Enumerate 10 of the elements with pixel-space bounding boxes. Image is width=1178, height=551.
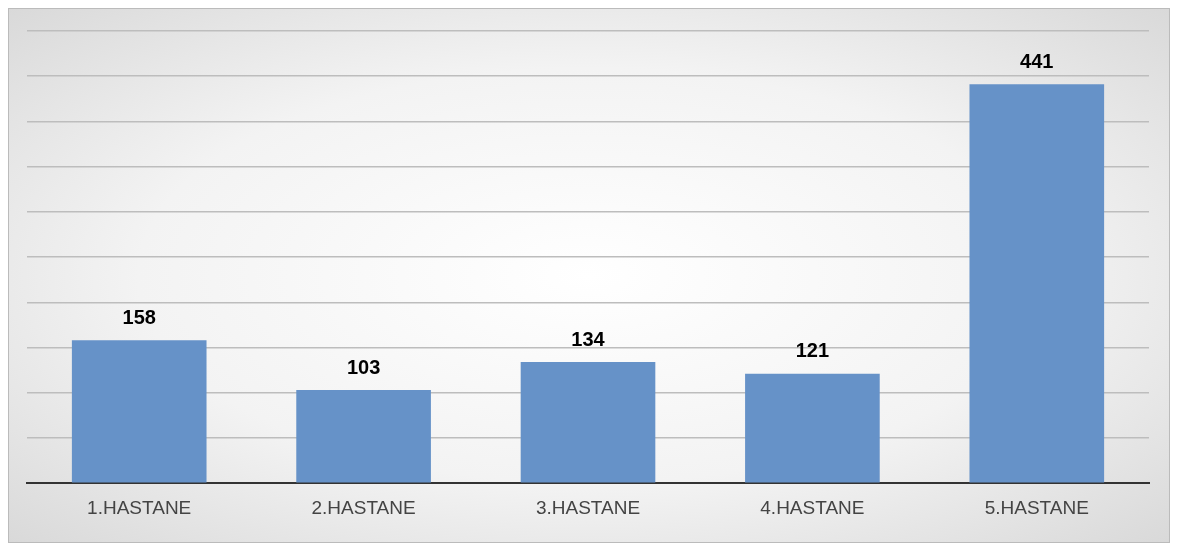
x-tick-label: 4.HASTANE	[760, 496, 865, 518]
data-label: 134	[571, 327, 606, 350]
x-tick-label: 1.HASTANE	[87, 496, 192, 518]
x-tick-label: 5.HASTANE	[984, 496, 1089, 518]
data-label: 121	[795, 339, 830, 362]
data-label: 103	[346, 355, 381, 378]
data-label: 158	[122, 305, 156, 328]
x-tick-label: 3.HASTANE	[535, 496, 641, 518]
data-label: 441	[1020, 49, 1054, 72]
x-tick-label: 2.HASTANE	[311, 496, 416, 518]
